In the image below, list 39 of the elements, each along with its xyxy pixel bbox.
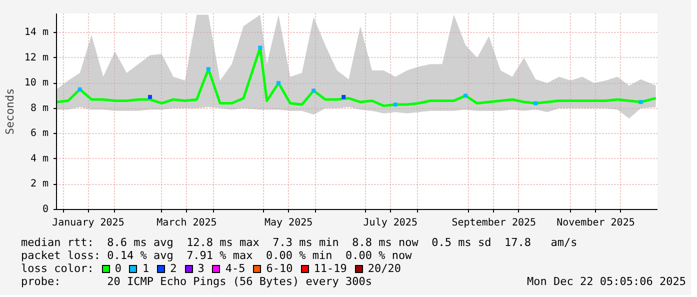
legend-label: 20/20 bbox=[368, 262, 401, 275]
y-tick-label: 10 m bbox=[24, 78, 49, 89]
point bbox=[148, 94, 152, 99]
point bbox=[464, 94, 468, 98]
y-tick-label: 2 m bbox=[30, 178, 48, 190]
point bbox=[534, 101, 538, 106]
text: packet loss: 0.14 % avg 7.91 % max 0.00 % min 0.00 % now bbox=[21, 249, 413, 262]
x-tick-label: November 2025 bbox=[556, 218, 635, 228]
legend-label: 3 bbox=[198, 262, 204, 275]
legend-label: 11-19 bbox=[314, 262, 347, 275]
x-tick-label: September 2025 bbox=[452, 218, 536, 228]
y-tick-label: 4 m bbox=[30, 153, 48, 164]
legend-label: 1 bbox=[142, 262, 150, 275]
x-tick-label: January 2025 bbox=[52, 218, 124, 228]
y-tick-label: 12 m bbox=[24, 52, 49, 64]
x-tick-label: March 2025 bbox=[156, 218, 217, 228]
point bbox=[258, 46, 262, 50]
y-tick-label: 0 bbox=[42, 204, 49, 215]
point bbox=[342, 94, 346, 99]
point bbox=[638, 100, 643, 104]
legend-label: 2 bbox=[170, 262, 177, 275]
legend-label: 0 bbox=[114, 262, 122, 275]
point bbox=[78, 87, 82, 92]
y-axis-title: Seconds bbox=[3, 88, 16, 135]
legend-label: 4-5 bbox=[225, 262, 246, 275]
y-tick-label: 14 m bbox=[24, 26, 49, 38]
text: median rtt: 8.6 ms avg 12.8 ms max 7.3 ms min 8.8 ms now 0.5 ms sd 17.8 am/s bbox=[21, 236, 578, 249]
point bbox=[206, 67, 210, 72]
legend-label: 6-10 bbox=[266, 262, 293, 275]
y-tick-label: 8 m bbox=[30, 102, 48, 114]
y-tick-label: 6 m bbox=[30, 128, 48, 140]
point bbox=[393, 102, 398, 107]
point bbox=[276, 81, 281, 86]
text: Mon Dec 22 05:05:06 2025 bbox=[527, 275, 686, 288]
point bbox=[312, 88, 316, 93]
text: probe: 20 ICMP Echo Pings (56 Bytes) every 300s bbox=[21, 275, 372, 288]
x-tick-label: July 2025 bbox=[363, 218, 418, 228]
x-tick-label: May 2025 bbox=[264, 218, 313, 228]
legend-title: loss color: bbox=[21, 262, 94, 275]
